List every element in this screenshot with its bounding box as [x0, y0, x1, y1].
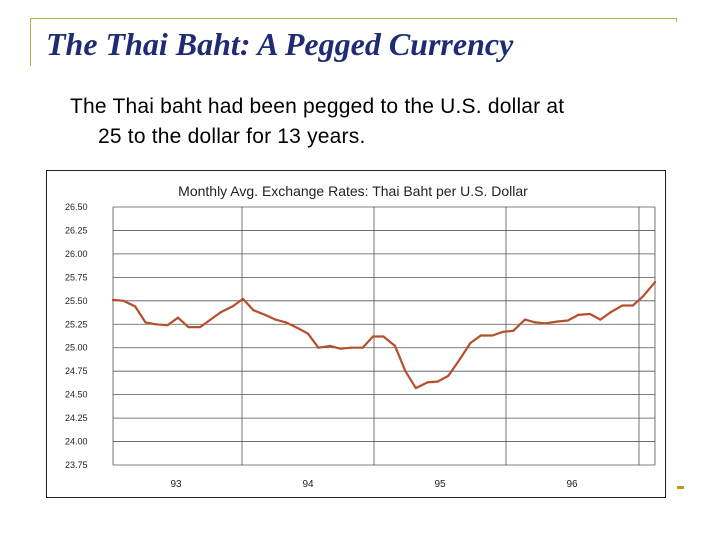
data-point	[631, 304, 635, 307]
y-tick-label: 26.00	[65, 249, 88, 259]
data-point	[176, 316, 180, 319]
x-axis-tick-labels: 93 94 95 96	[170, 479, 578, 490]
data-point	[199, 326, 202, 329]
data-point	[599, 318, 602, 321]
slide-title: The Thai Baht: A Pegged Currency	[46, 26, 514, 62]
exchange-rate-chart: Monthly Avg. Exchange Rates: Thai Baht p…	[46, 170, 666, 498]
data-point	[621, 304, 624, 307]
data-point	[566, 319, 570, 322]
y-tick-label: 23.75	[65, 460, 88, 470]
data-point	[154, 323, 157, 326]
y-tick-label: 24.00	[65, 437, 88, 447]
data-point	[436, 380, 439, 383]
data-point	[447, 374, 450, 377]
chart-series-layer	[111, 280, 657, 390]
slide-frame-top-rule	[30, 18, 676, 19]
y-tick-label: 26.50	[65, 202, 88, 212]
x-tick-label: 96	[566, 479, 578, 490]
slide-accent-dash	[677, 486, 684, 489]
data-point	[469, 341, 472, 345]
data-point	[382, 335, 385, 338]
chart-title: Monthly Avg. Exchange Rates: Thai Baht p…	[178, 183, 528, 199]
data-point	[512, 329, 515, 332]
data-point	[588, 312, 592, 316]
y-tick-label: 25.00	[65, 343, 88, 353]
slide-body-text: The Thai baht had been pegged to the U.S…	[70, 92, 690, 152]
body-text-line-1: The Thai baht had been pegged to the U.S…	[70, 95, 565, 118]
data-point	[609, 311, 612, 314]
y-tick-label: 25.25	[65, 319, 88, 329]
data-point	[231, 305, 234, 308]
exchange-rate-chart-svg: Monthly Avg. Exchange Rates: Thai Baht p…	[65, 183, 657, 490]
data-point	[393, 344, 397, 347]
data-point	[339, 347, 342, 350]
x-tick-label: 93	[170, 479, 182, 490]
data-point	[556, 320, 559, 323]
y-tick-label: 24.50	[65, 390, 88, 400]
data-point	[534, 321, 537, 324]
data-point	[458, 357, 462, 361]
data-point	[361, 346, 364, 349]
data-point	[187, 326, 190, 329]
data-point	[642, 295, 645, 298]
data-point	[479, 334, 482, 337]
data-point	[284, 321, 287, 324]
data-point	[144, 321, 147, 324]
data-point	[296, 326, 299, 330]
data-point	[653, 281, 657, 284]
data-point	[349, 346, 352, 349]
y-axis-tick-labels: 26.50 26.25 26.00 25.75 25.50 25.25 25.00 24.75…	[65, 202, 88, 470]
data-point	[306, 332, 310, 335]
data-point	[134, 305, 137, 308]
slide-frame-right-tick	[676, 18, 677, 22]
slide-frame-left-rule	[30, 18, 31, 66]
exchange-rate-series-line	[111, 280, 657, 390]
data-point	[426, 381, 429, 384]
data-point	[264, 313, 267, 316]
data-point	[544, 322, 547, 325]
y-tick-label: 24.75	[65, 366, 88, 376]
y-tick-label: 24.25	[65, 413, 88, 423]
data-point	[111, 298, 115, 301]
data-point	[577, 313, 580, 316]
data-point	[166, 324, 169, 327]
data-point	[209, 318, 212, 321]
data-point	[274, 318, 277, 321]
data-point	[414, 387, 417, 390]
data-point	[329, 344, 332, 347]
data-point	[371, 335, 375, 338]
data-point	[404, 370, 407, 373]
data-point	[241, 297, 245, 300]
data-point	[501, 330, 504, 333]
data-point	[122, 299, 125, 302]
data-point	[219, 311, 222, 314]
data-point	[491, 334, 494, 337]
y-tick-label: 26.25	[65, 225, 88, 235]
x-tick-label: 94	[302, 479, 314, 490]
y-tick-label: 25.75	[65, 272, 88, 282]
data-point	[317, 346, 320, 349]
data-point	[252, 309, 255, 312]
y-tick-label: 25.50	[65, 296, 88, 306]
data-point	[523, 318, 527, 321]
body-text-line-2: 25 to the dollar for 13 years.	[98, 125, 366, 148]
x-tick-label: 95	[434, 479, 446, 490]
